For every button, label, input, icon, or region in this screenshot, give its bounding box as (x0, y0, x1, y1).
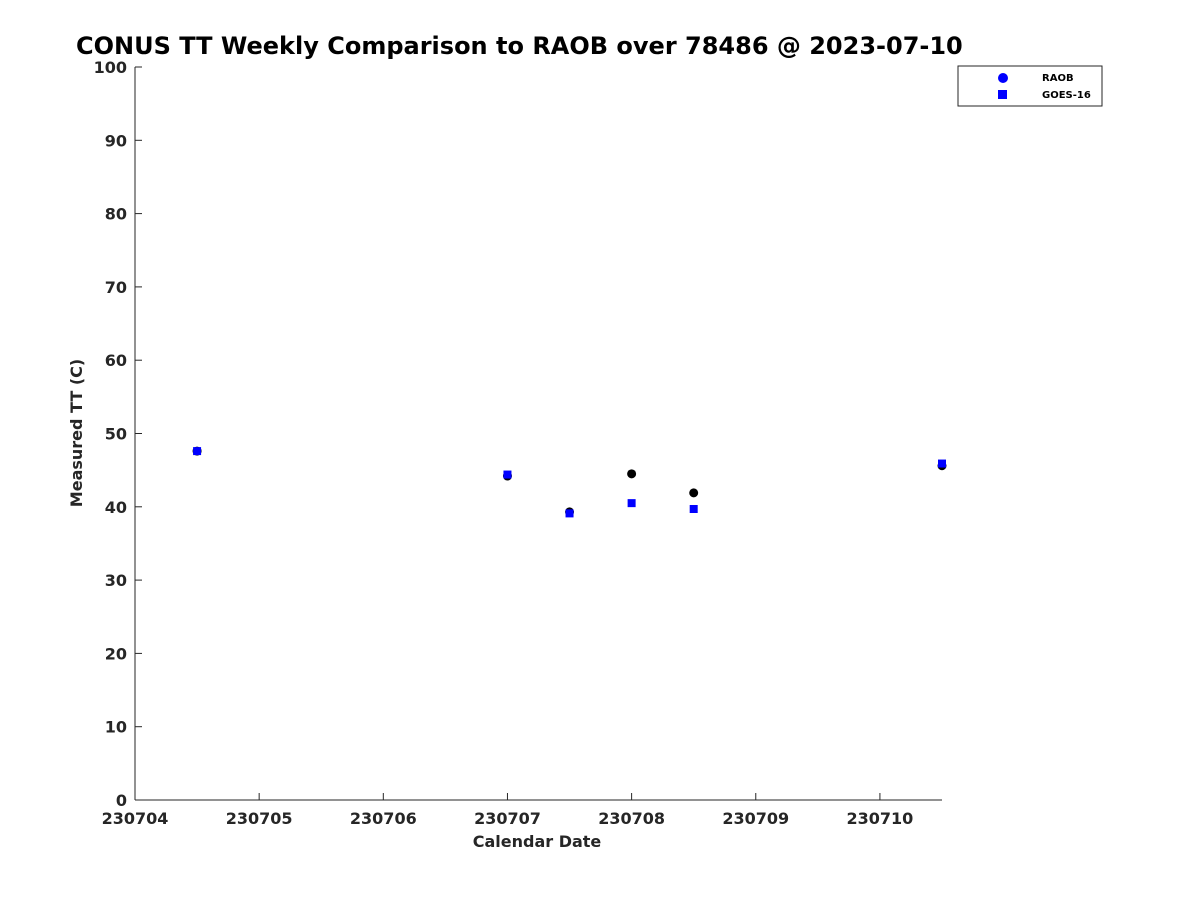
goes16-point (938, 459, 946, 468)
y-axis-label: Measured TT (C) (67, 359, 86, 507)
series-goes-16 (193, 447, 946, 518)
raob-point (689, 488, 699, 498)
chart-title: CONUS TT Weekly Comparison to RAOB over … (76, 32, 963, 60)
x-tick-label: 230710 (847, 809, 914, 828)
y-tick-label: 30 (105, 571, 127, 590)
y-tick-label: 80 (105, 205, 127, 224)
y-tick-label: 10 (105, 718, 127, 737)
x-tick-label: 230709 (722, 809, 789, 828)
y-tick-label: 60 (105, 351, 127, 370)
goes16-point (503, 470, 512, 479)
legend-label-raob: RAOB (1042, 73, 1074, 84)
y-tick-label: 70 (105, 278, 127, 297)
series-raob (192, 446, 947, 517)
x-tick-label: 230705 (226, 809, 293, 828)
goes16-point (689, 504, 698, 513)
goes16-point (565, 509, 574, 518)
legend: RAOB GOES-16 (957, 65, 1103, 107)
legend-marker-goes16 (998, 90, 1007, 99)
x-tick-label: 230704 (102, 809, 169, 828)
x-axis-label: Calendar Date (473, 832, 602, 851)
goes16-point (627, 499, 636, 508)
y-tick-label: 40 (105, 498, 127, 517)
data-points (192, 446, 947, 518)
legend-label-goes16: GOES-16 (1042, 90, 1091, 101)
y-ticks: 0 10 20 30 40 50 60 70 80 90 100 (94, 58, 142, 810)
y-tick-label: 0 (116, 791, 127, 810)
y-tick-label: 50 (105, 425, 127, 444)
x-tick-label: 230708 (598, 809, 665, 828)
y-tick-label: 100 (94, 58, 127, 77)
x-ticks: 230704 230705 230706 230707 230708 230709 2307… (102, 793, 914, 828)
raob-point (627, 469, 637, 479)
x-tick-label: 230706 (350, 809, 417, 828)
legend-box (957, 65, 1103, 107)
goes16-point (193, 447, 202, 456)
axes (134, 67, 942, 801)
legend-marker-raob (998, 73, 1008, 83)
y-tick-label: 90 (105, 131, 127, 150)
y-tick-label: 20 (105, 644, 127, 663)
x-tick-label: 230707 (474, 809, 541, 828)
